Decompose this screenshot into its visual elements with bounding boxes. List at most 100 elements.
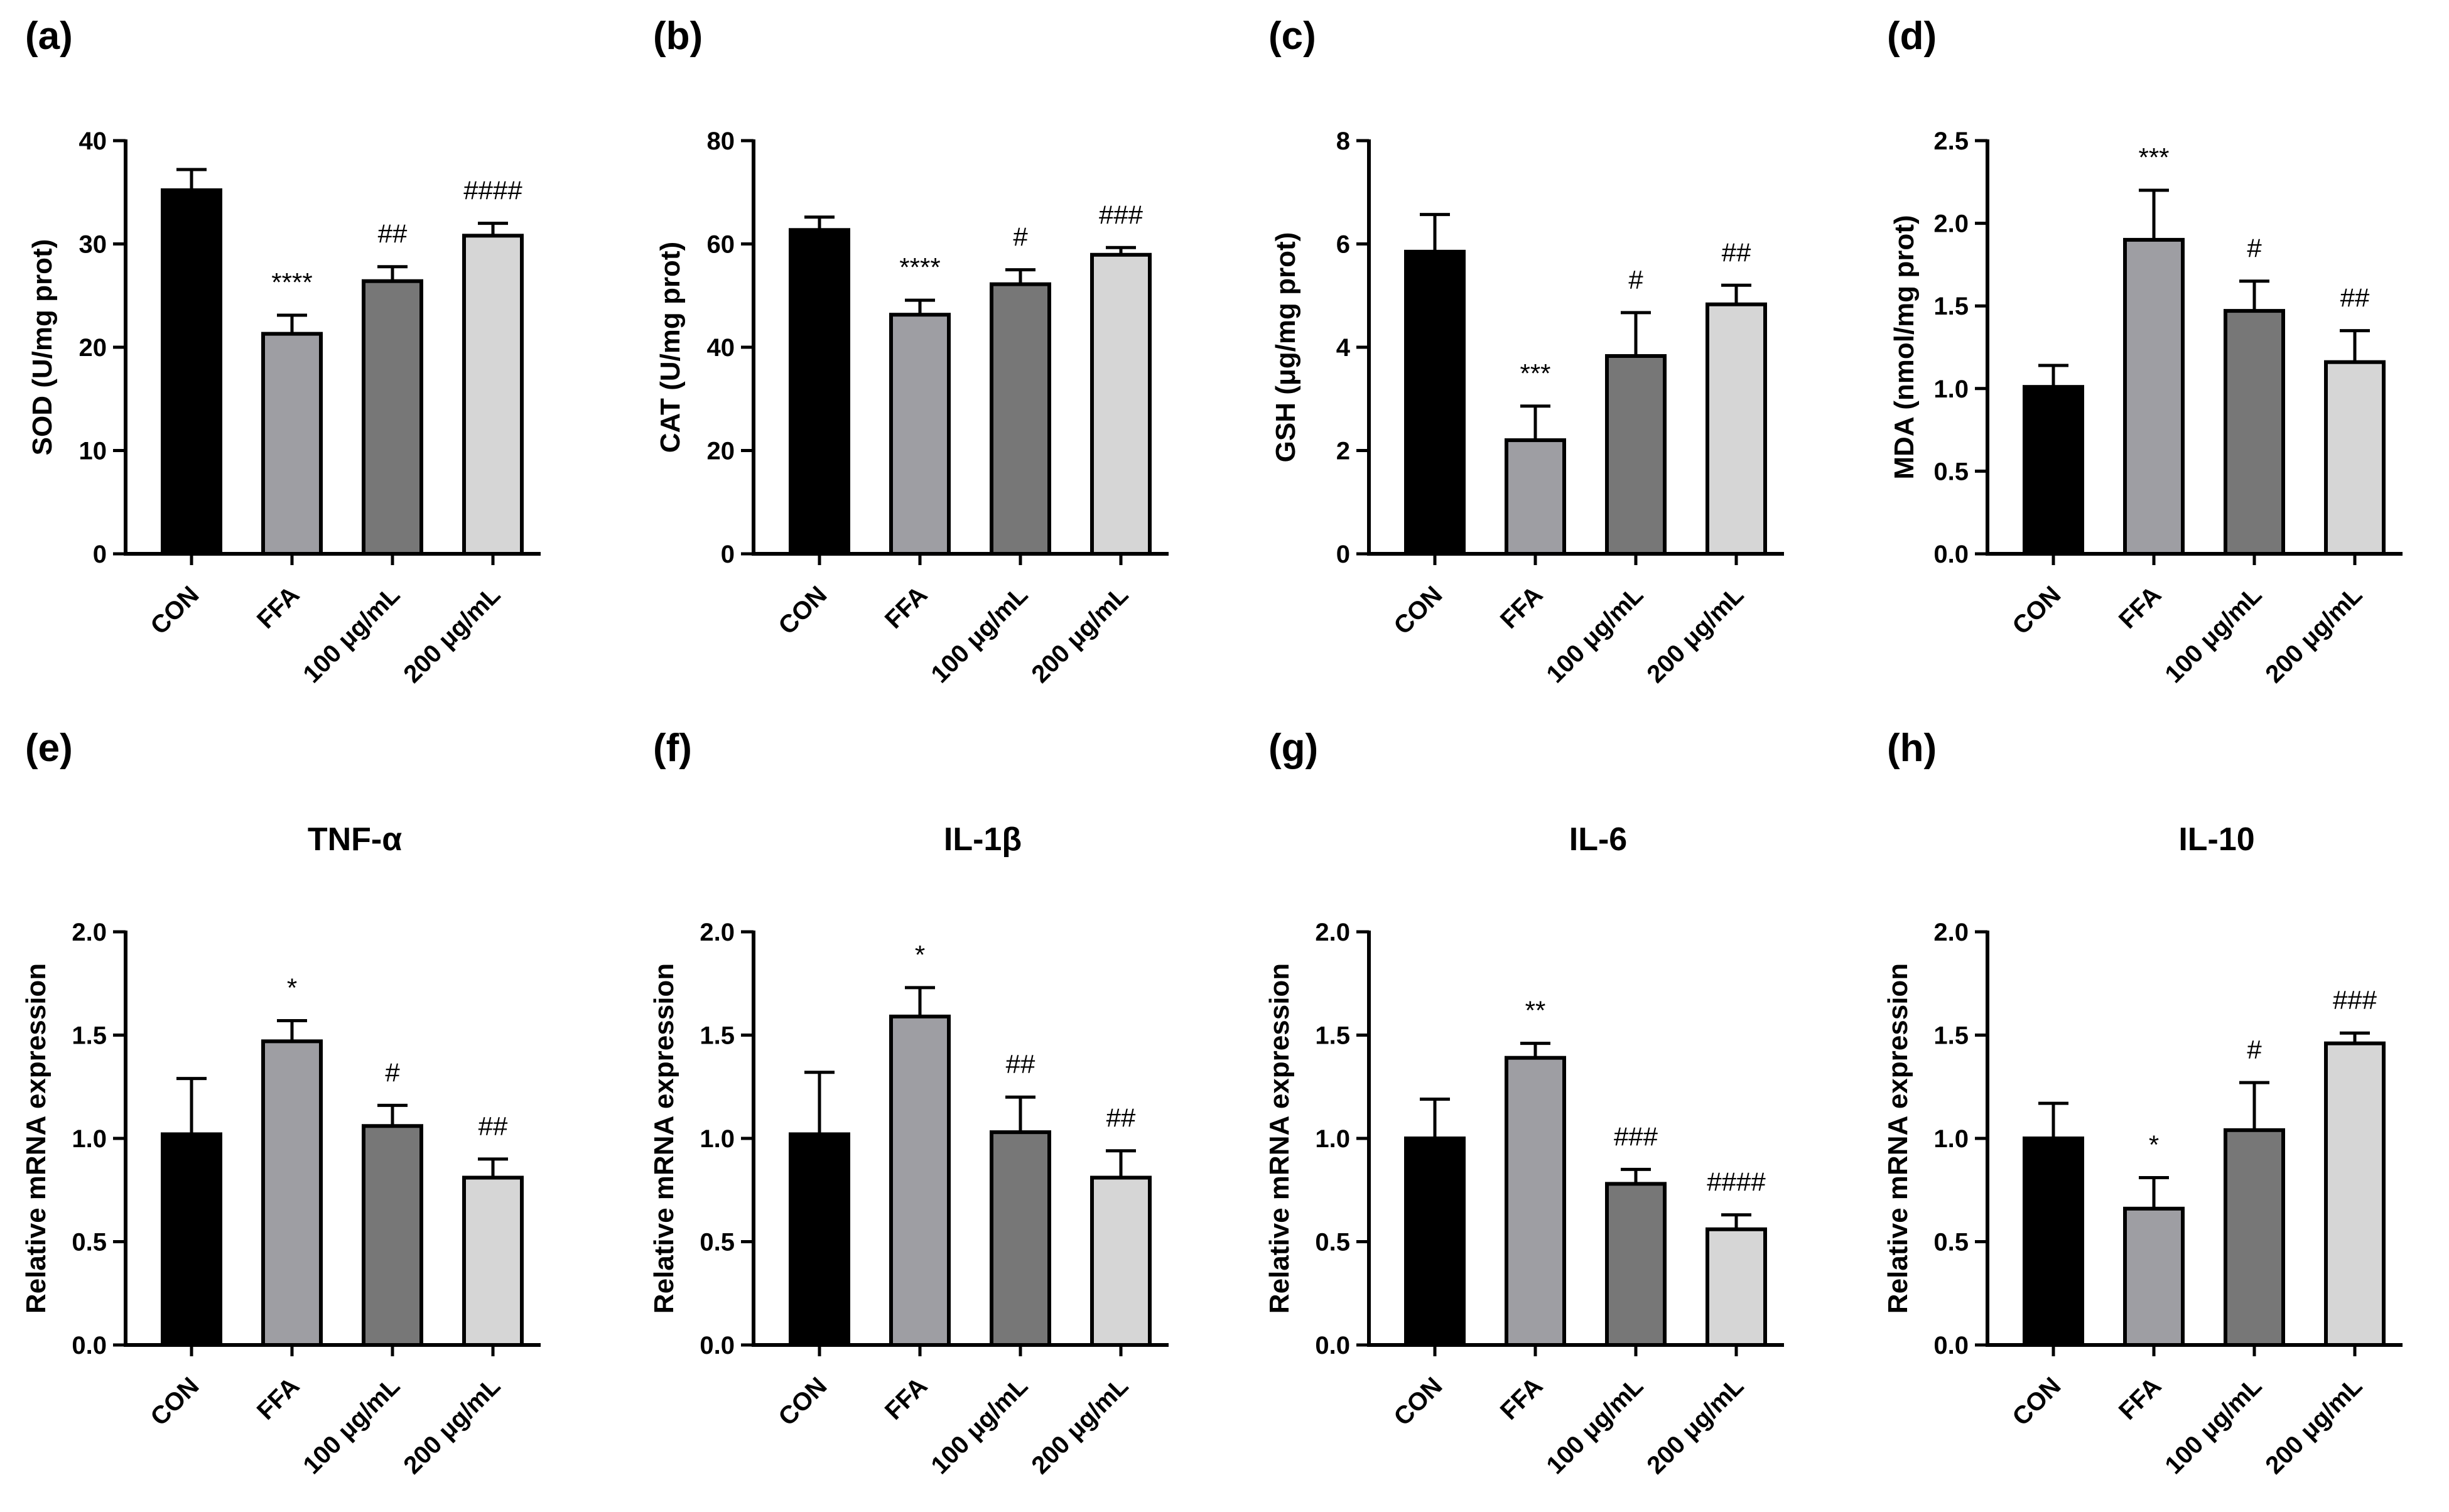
y-tick-label-1: 0.5 [1933, 1229, 1969, 1256]
x-tick-label-1: FFA [2114, 581, 2167, 634]
x-tick-label-1: FFA [1495, 1372, 1549, 1425]
bar-1 [889, 313, 951, 556]
significance-label-3: ## [478, 1111, 508, 1141]
y-tick-label-3: 1.5 [1933, 293, 1969, 320]
significance-label-3: #### [463, 176, 522, 205]
panel-label: (a) [25, 14, 73, 58]
y-tick-label-3: 1.5 [1933, 1022, 1969, 1050]
chart-title: IL-10 [2178, 821, 2254, 858]
y-tick-label-4: 2.0 [700, 919, 735, 946]
y-tick-label-3: 1.5 [700, 1022, 735, 1050]
bar-3 [1090, 1175, 1152, 1347]
x-tick-label-2: 100 μg/mL [298, 581, 405, 688]
significance-label-1: **** [271, 267, 312, 297]
significance-label-1: **** [899, 252, 940, 282]
y-tick-label-0: 0.0 [1933, 541, 1969, 568]
y-tick-label-4: 2.0 [1315, 919, 1350, 946]
panel-label: (h) [1887, 726, 1937, 770]
y-tick-label-2: 20 [79, 334, 107, 362]
y-axis-label: MDA (nmol/mg prot) [1889, 215, 1920, 479]
x-tick-label-0: CON [773, 1372, 832, 1431]
chart-panel-d: (d) CON *** FFA #100 μg/mL ## 200 μg/mL 0.0 0.5 1… [1887, 14, 2403, 688]
bar-1 [2123, 237, 2185, 556]
y-axis-label: GSH (μg/mg prot) [1270, 232, 1301, 463]
x-tick-label-1: FFA [252, 581, 305, 634]
chart-title: IL-1β [944, 821, 1022, 858]
x-tick-label-0: CON [2007, 1372, 2066, 1431]
y-tick-label-2: 1.0 [700, 1125, 735, 1153]
bar-1 [1505, 438, 1566, 556]
y-tick-label-2: 1.0 [1315, 1125, 1350, 1153]
x-tick-label-2: 100 μg/mL [2160, 1372, 2267, 1479]
y-tick-label-0: 0.0 [1933, 1332, 1969, 1359]
y-tick-label-3: 30 [79, 231, 107, 259]
y-axis-label: Relative mRNA expression [1264, 963, 1295, 1314]
bar-2 [990, 1130, 1051, 1347]
bar-3 [2324, 1041, 2386, 1347]
y-tick-label-4: 80 [707, 127, 735, 155]
bar-0 [789, 1132, 850, 1347]
chart-panel-e: (e) TNF-α CON * FFA #100 μg/mL ## 200 μg/mL 0.0 0… [21, 726, 541, 1479]
significance-label-2: # [1013, 222, 1028, 252]
chart-panel-f: (f) IL-1β CON * FFA ## 100 μg/mL ## 200 μg/mL 0.0… [649, 726, 1169, 1479]
y-axis-label: Relative mRNA expression [21, 963, 51, 1314]
significance-label-2: ### [1614, 1121, 1658, 1151]
significance-label-1: *** [1520, 359, 1550, 388]
panel-label: (d) [1887, 14, 1937, 58]
x-tick-label-0: CON [1388, 1372, 1447, 1431]
y-tick-label-2: 1.0 [72, 1125, 107, 1153]
bar-0 [2023, 385, 2084, 556]
significance-label-2: # [385, 1057, 400, 1087]
y-axis-label: Relative mRNA expression [1883, 963, 1913, 1314]
bar-0 [1404, 1137, 1466, 1347]
x-tick-label-2: 100 μg/mL [926, 581, 1033, 688]
significance-label-2: ## [1006, 1049, 1035, 1079]
y-tick-label-1: 0.5 [700, 1229, 735, 1256]
significance-label-3: ### [2333, 985, 2377, 1015]
bar-1 [889, 1014, 951, 1347]
x-tick-label-0: CON [773, 581, 832, 640]
significance-label-3: #### [1707, 1167, 1766, 1197]
significance-label-3: ## [2340, 283, 2370, 313]
x-tick-label-2: 100 μg/mL [926, 1372, 1033, 1479]
bar-3 [462, 1175, 524, 1347]
panel-label: (f) [653, 726, 692, 770]
x-tick-label-3: 200 μg/mL [2260, 1372, 2367, 1479]
y-tick-label-4: 40 [79, 127, 107, 155]
x-tick-label-3: 200 μg/mL [398, 581, 505, 688]
significance-label-1: * [287, 973, 297, 1002]
y-tick-label-2: 4 [1336, 334, 1351, 362]
y-tick-label-0: 0.0 [1315, 1332, 1350, 1359]
x-tick-label-3: 200 μg/mL [1641, 581, 1749, 688]
y-tick-label-1: 0.5 [72, 1229, 107, 1256]
significance-label-1: *** [2138, 143, 2169, 172]
x-tick-label-0: CON [2007, 581, 2066, 640]
y-tick-label-0: 0 [1336, 541, 1350, 568]
bar-1 [261, 1039, 323, 1347]
bar-1 [2123, 1206, 2185, 1347]
y-tick-label-2: 1.0 [1933, 375, 1969, 403]
y-axis-label: Relative mRNA expression [649, 963, 679, 1314]
bar-0 [161, 1132, 222, 1347]
x-tick-label-2: 100 μg/mL [1541, 581, 1648, 688]
y-tick-label-3: 60 [707, 231, 735, 259]
x-tick-label-2: 100 μg/mL [298, 1372, 405, 1479]
chart-panel-a: (a) CON **** FFA ## 100 μg/mL #### 200 μg/mL 0 10… [25, 14, 541, 688]
significance-label-1: ** [1525, 996, 1546, 1025]
y-tick-label-1: 0.5 [1933, 458, 1969, 485]
bar-3 [462, 234, 524, 556]
x-tick-label-1: FFA [1495, 581, 1549, 634]
y-tick-label-3: 1.5 [72, 1022, 107, 1050]
bar-2 [2224, 1128, 2285, 1347]
y-tick-label-3: 1.5 [1315, 1022, 1350, 1050]
significance-label-2: # [1628, 265, 1643, 294]
x-tick-label-3: 200 μg/mL [2260, 581, 2367, 688]
chart-title: IL-6 [1569, 821, 1627, 858]
panel-label: (c) [1268, 14, 1316, 58]
significance-label-3: ## [1106, 1103, 1136, 1133]
significance-label-1: * [915, 940, 925, 969]
bar-0 [161, 188, 222, 556]
panel-label: (e) [25, 726, 73, 770]
y-tick-label-0: 0.0 [700, 1332, 735, 1359]
